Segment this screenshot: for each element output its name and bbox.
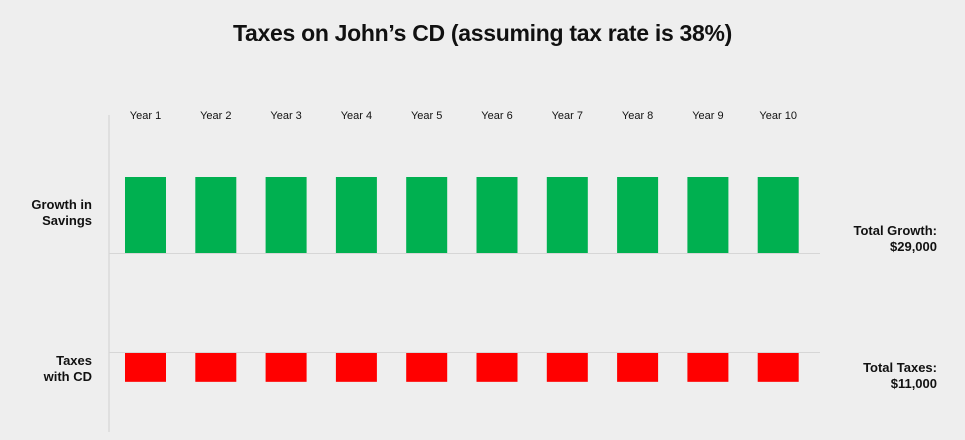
taxes-row-label-line2: with CD <box>43 369 92 384</box>
category-label: Year 7 <box>552 110 583 122</box>
category-label: Year 8 <box>622 110 653 122</box>
growth-bar <box>265 177 307 253</box>
category-label: Year 6 <box>481 110 512 122</box>
total-taxes-label: Total Taxes: <box>863 360 937 375</box>
growth-bar <box>125 177 166 253</box>
category-label: Year 1 <box>130 110 161 122</box>
growth-bar <box>546 177 588 253</box>
growth-bar <box>335 177 377 253</box>
growth-row-label-line2: Savings <box>42 213 92 228</box>
tax-bar <box>195 353 237 382</box>
total-growth-label: Total Growth: <box>853 223 937 238</box>
category-label: Year 10 <box>759 110 797 122</box>
growth-bar <box>687 177 729 253</box>
growth-bar <box>757 177 799 253</box>
total-growth: Total Growth: $29,000 <box>777 223 937 255</box>
taxes-row-label: Taxes with CD <box>0 353 92 385</box>
category-label: Year 3 <box>270 110 301 122</box>
growth-bar <box>406 177 448 253</box>
tax-bar <box>757 353 799 382</box>
category-label: Year 5 <box>411 110 442 122</box>
tax-bar <box>546 353 588 382</box>
tax-bar <box>476 353 518 382</box>
tax-bar <box>617 353 659 382</box>
category-label: Year 2 <box>200 110 231 122</box>
tax-bar <box>265 353 307 382</box>
total-taxes-value: $11,000 <box>890 376 937 391</box>
tax-bar <box>406 353 448 382</box>
tax-bar <box>125 353 166 382</box>
growth-bar <box>476 177 518 253</box>
category-label: Year 4 <box>341 110 372 122</box>
tax-bar <box>687 353 729 382</box>
growth-row-label-line1: Growth in <box>31 197 92 212</box>
tax-bar <box>335 353 377 382</box>
taxes-row-label-line1: Taxes <box>56 353 92 368</box>
category-label: Year 9 <box>692 110 723 122</box>
growth-row-label: Growth in Savings <box>0 197 92 229</box>
chart-title: Taxes on John’s CD (assuming tax rate is… <box>232 20 733 46</box>
total-growth-value: $29,000 <box>890 239 937 254</box>
total-taxes: Total Taxes: $11,000 <box>777 360 937 392</box>
growth-bar <box>617 177 659 253</box>
growth-bar <box>195 177 237 253</box>
